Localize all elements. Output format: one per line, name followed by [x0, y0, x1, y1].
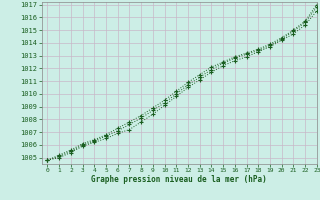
X-axis label: Graphe pression niveau de la mer (hPa): Graphe pression niveau de la mer (hPa): [91, 175, 267, 184]
